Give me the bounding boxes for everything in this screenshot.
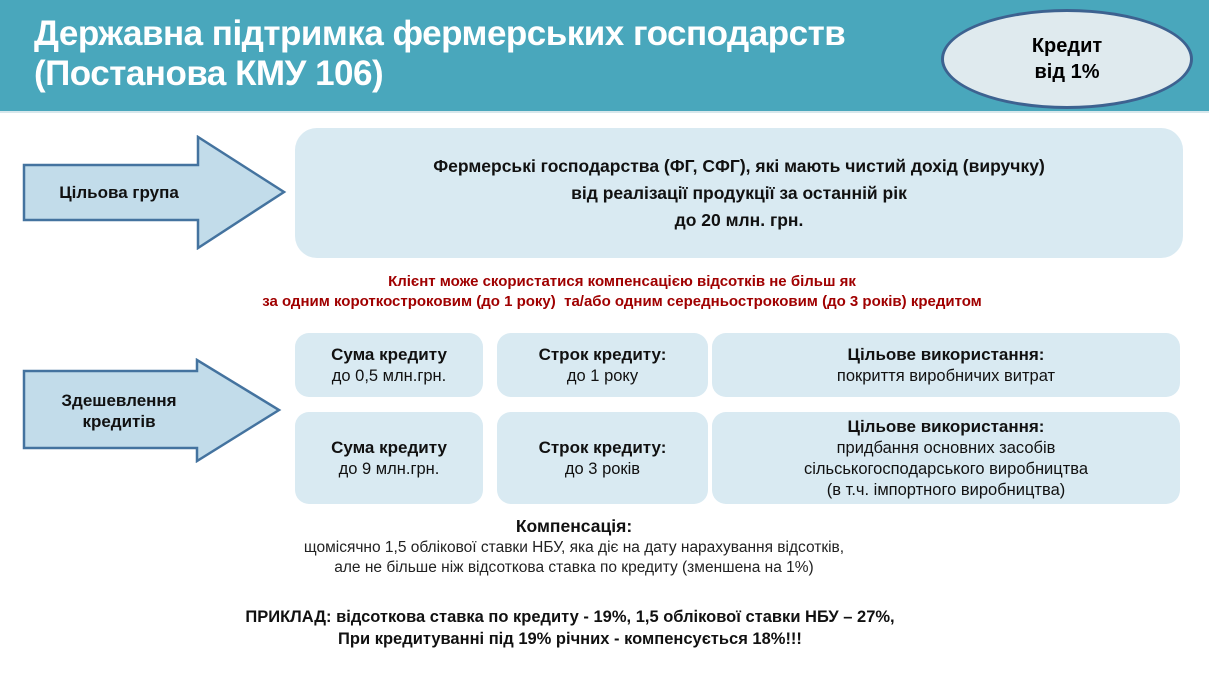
right-arrow-icon <box>22 135 287 250</box>
loan-cheapening-arrow-label: Здешевлення кредитів <box>61 390 177 431</box>
target-group-line1: Фермерські господарства (ФГ, СФГ), які м… <box>433 155 1045 176</box>
loan-term-box-short-term: Строк кредиту: до 1 року <box>497 333 708 397</box>
slide-title: Державна підтримка фермерських господарс… <box>34 14 939 94</box>
target-group-arrow-label: Цільова група <box>59 183 179 202</box>
example-line1: ПРИКЛАД: відсоткова ставка по кредиту - … <box>245 608 895 626</box>
credit-rate-badge: Кредит від 1% <box>941 9 1193 109</box>
example-line2: При кредитуванні під 19% річних - компен… <box>338 630 802 648</box>
target-group-description-box: Фермерські господарства (ФГ, СФГ), які м… <box>295 128 1183 258</box>
loan-purpose-box-mid-term: Цільове використання: придбання основних… <box>712 412 1180 504</box>
compensation-section: Компенсація: щомісячно 1,5 облікової ста… <box>0 514 1148 578</box>
compensation-restriction-note: Клієнт може скористатися компенсацією ві… <box>35 272 1209 312</box>
loan-cheapening-arrow: Здешевлення кредитів <box>22 358 282 463</box>
compensation-title: Компенсація: <box>515 516 633 536</box>
target-group-line3: до 20 млн. грн. <box>674 209 804 230</box>
compensation-line2: але не більше ніж відсоткова ставка по к… <box>334 559 814 576</box>
slide-title-line1: Державна підтримка фермерських господарс… <box>34 14 846 53</box>
target-group-arrow: Цільова група <box>22 135 287 250</box>
loan-amount-box-short-term: Сума кредиту до 0,5 млн.грн. <box>295 333 483 397</box>
example-section: ПРИКЛАД: відсоткова ставка по кредиту - … <box>0 606 1140 650</box>
badge-line1: Кредит <box>1031 35 1103 57</box>
compensation-line1: щомісячно 1,5 облікової ставки НБУ, яка … <box>303 539 845 556</box>
slide-title-line2: (Постанова КМУ 106) <box>34 54 384 93</box>
target-group-line2: від реалізації продукції за останній рік <box>571 182 907 203</box>
badge-line2: від 1% <box>1034 61 1100 83</box>
loan-purpose-box-short-term: Цільове використання: покриття виробничи… <box>712 333 1180 397</box>
restriction-line2: за одним короткостроковим (до 1 року) та… <box>262 293 982 310</box>
restriction-line1: Клієнт може скористатися компенсацією ві… <box>388 273 856 290</box>
loan-term-box-mid-term: Строк кредиту: до 3 років <box>497 412 708 504</box>
loan-amount-box-mid-term: Сума кредиту до 9 млн.грн. <box>295 412 483 504</box>
right-arrow-icon <box>22 358 282 463</box>
header-band: Державна підтримка фермерських господарс… <box>0 0 1209 113</box>
